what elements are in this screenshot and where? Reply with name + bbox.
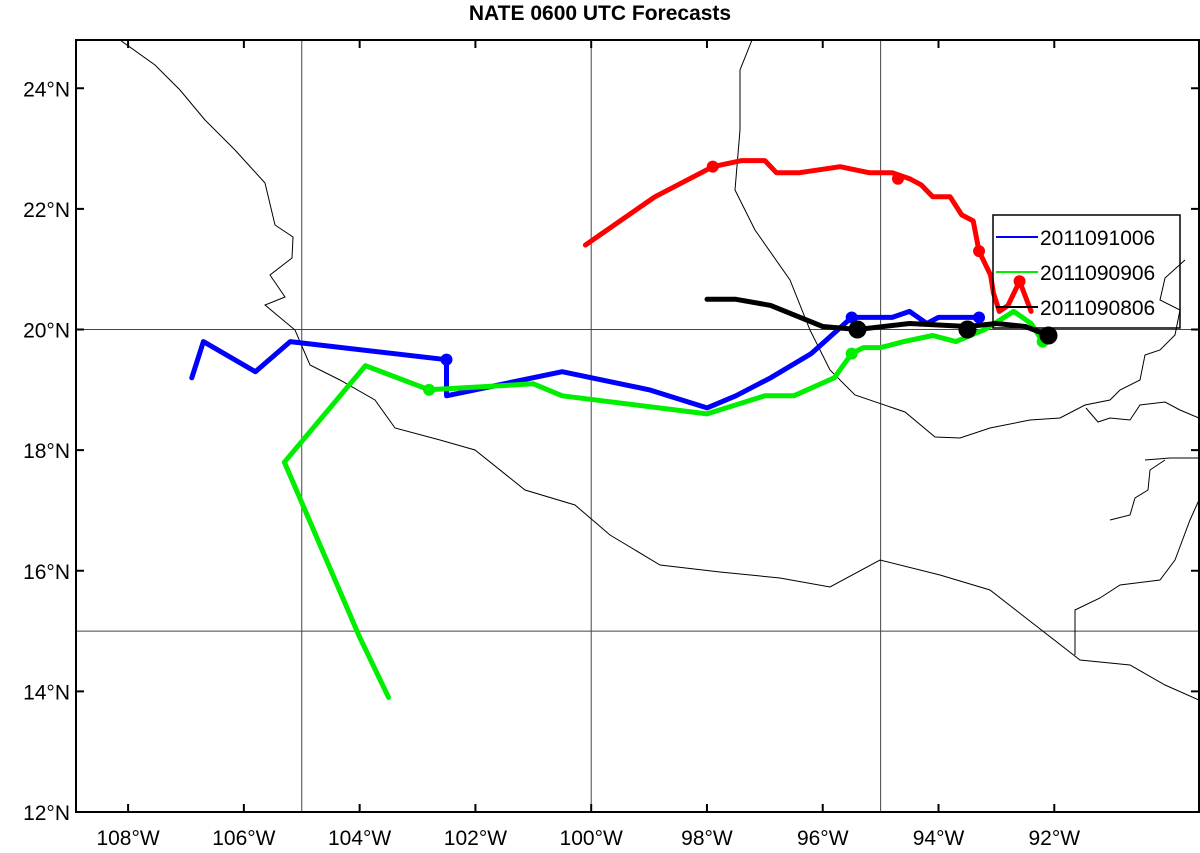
y-tick-label: 14°N xyxy=(23,681,70,704)
forecast-track-point xyxy=(1013,275,1026,288)
y-tick-label: 12°N xyxy=(23,802,70,825)
forecast-track-point xyxy=(845,311,858,324)
pacific-coast-line xyxy=(119,40,1199,701)
forecast-track-point xyxy=(973,245,986,258)
map-frame xyxy=(75,39,1200,813)
forecast-track-point xyxy=(706,160,719,173)
chart-title: NATE 0600 UTC Forecasts xyxy=(468,2,732,25)
x-tick-label: 94°W xyxy=(913,827,965,850)
gulf-coast-line xyxy=(734,40,1186,439)
x-tick-label: 106°W xyxy=(212,827,275,850)
legend-label: 2011090806 xyxy=(1040,297,1155,320)
forecast-track-line xyxy=(704,296,1051,338)
forecast-track-line xyxy=(189,308,982,411)
x-tick-label: 100°W xyxy=(560,827,623,850)
y-tick-label: 16°N xyxy=(23,561,70,584)
coastlines xyxy=(119,40,1199,701)
map-background xyxy=(76,40,1199,812)
x-tick-label: 98°W xyxy=(681,827,733,850)
forecast-track-point xyxy=(1039,326,1058,345)
x-tick-label: 96°W xyxy=(797,827,849,850)
forecast-track-point xyxy=(958,320,977,339)
legend-box xyxy=(992,214,1181,329)
y-tick-label: 22°N xyxy=(23,199,70,222)
y-tick-label: 18°N xyxy=(23,440,70,463)
y-tick-label: 24°N xyxy=(23,78,70,101)
yucatan-line xyxy=(1085,401,1199,423)
x-tick-label: 102°W xyxy=(444,827,507,850)
guatemala-border-line xyxy=(1074,457,1199,655)
forecast-track-point xyxy=(891,172,904,185)
forecast-track-point xyxy=(845,347,858,360)
forecast-track-point xyxy=(440,353,453,366)
y-axis: 12°N 14°N 16°N 18°N 20°N 22°N 24°N xyxy=(23,78,1199,825)
x-tick-label: 104°W xyxy=(328,827,391,850)
yucatan-east-line xyxy=(1109,459,1166,521)
forecast-track-point xyxy=(973,311,986,324)
forecast-track-point xyxy=(423,383,436,396)
gridlines xyxy=(76,40,1199,812)
legend-label: 2011091006 xyxy=(1040,227,1155,250)
legend-label: 2011090906 xyxy=(1040,262,1155,285)
forecast-track-point xyxy=(848,320,867,339)
x-tick-label: 108°W xyxy=(96,827,159,850)
x-tick-label: 92°W xyxy=(1028,827,1080,850)
legend: 2011091006 2011090906 2011090806 xyxy=(992,214,1181,329)
x-axis: 108°W 106°W 104°W 102°W 100°W 98°W 96°W 94°W 92°… xyxy=(96,40,1080,850)
y-tick-label: 20°N xyxy=(23,320,70,343)
